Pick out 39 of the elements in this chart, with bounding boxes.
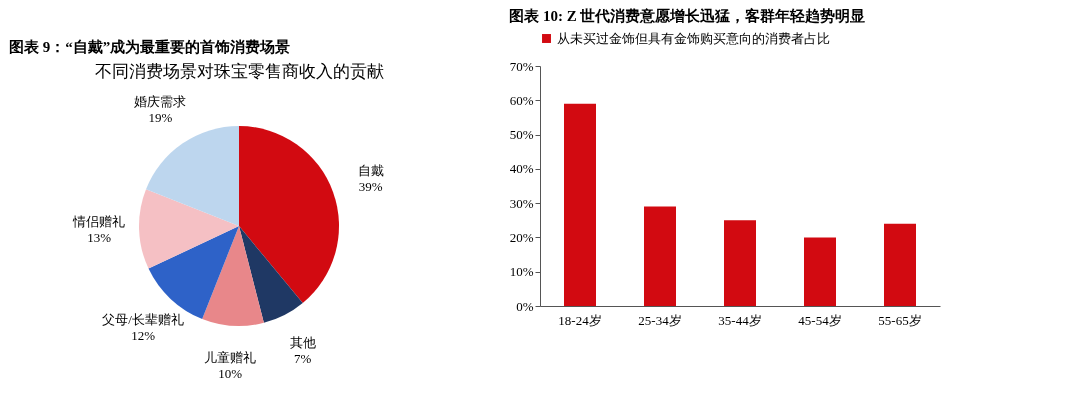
y-tick-label: 0%	[516, 298, 534, 314]
chart-title: 图表 10: Z 世代消费意愿增长迅猛，客群年轻趋势明显	[509, 7, 866, 24]
x-tick-label: 45-54岁	[798, 312, 842, 328]
y-tick-label: 40%	[509, 161, 534, 177]
slice-label: 父母/长辈赠礼	[102, 312, 184, 328]
pie-slice	[146, 126, 239, 226]
x-tick-label: 18-24岁	[558, 312, 602, 328]
legend-label: 从未买过金饰但具有金饰购买意向的消费者占比	[557, 30, 830, 46]
y-tick-label: 30%	[509, 195, 534, 211]
pie-slice	[239, 226, 303, 323]
x-tick-label: 25-34岁	[638, 312, 682, 328]
slice-label: 自戴	[357, 162, 384, 178]
data-label: 13%	[87, 230, 112, 246]
data-label: 7%	[293, 350, 312, 366]
y-tick-label: 60%	[509, 92, 534, 108]
pie-slice	[239, 126, 339, 304]
bar	[804, 237, 836, 306]
bar	[884, 223, 916, 306]
pie-slice	[202, 226, 264, 326]
bar	[564, 103, 596, 306]
data-label: 10%	[218, 365, 243, 381]
y-tick-label: 70%	[509, 58, 534, 74]
slice-label: 婚庆需求	[134, 94, 187, 110]
y-tick-label: 10%	[509, 264, 534, 280]
data-label: 19%	[148, 110, 173, 126]
x-tick-label: 55-65岁	[878, 312, 922, 328]
y-tick-label: 20%	[509, 229, 534, 245]
bar	[724, 220, 756, 306]
chart-subtitle: 不同消费场景对珠宝零售商收入的贡献	[94, 62, 384, 81]
slice-label: 情侣赠礼	[72, 214, 126, 230]
slice-label: 儿童赠礼	[204, 349, 257, 365]
pie-slice	[139, 189, 239, 269]
data-label: 39%	[358, 178, 383, 194]
chart-title: 图表 9：“自戴”成为最重要的首饰消费场景	[9, 39, 291, 55]
bar	[644, 206, 676, 306]
slice-label: 其他	[289, 334, 316, 350]
x-tick-label: 35-44岁	[718, 312, 762, 328]
y-tick-label: 50%	[509, 127, 534, 143]
data-label: 12%	[131, 328, 156, 344]
